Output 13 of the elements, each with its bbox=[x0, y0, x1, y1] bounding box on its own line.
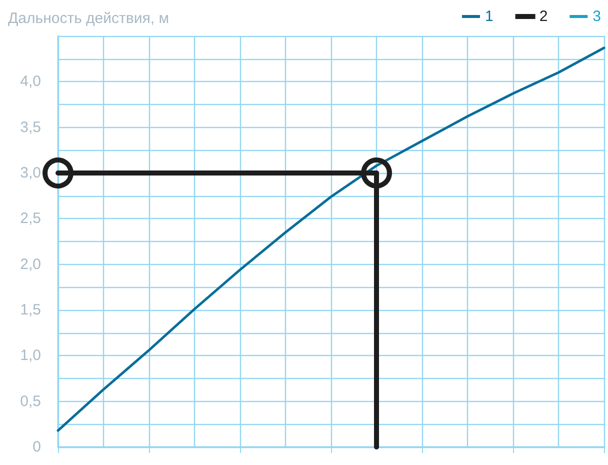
legend-label: 1 bbox=[484, 8, 494, 25]
y-tick-label: 1,5 bbox=[20, 302, 41, 318]
legend-label: 2 bbox=[539, 8, 548, 25]
y-tick-label: 0 bbox=[32, 438, 41, 456]
y-tick-label: 1,0 bbox=[20, 347, 41, 364]
y-tick-label: 0,5 bbox=[20, 392, 41, 410]
y-tick-label: 4,0 bbox=[20, 73, 41, 90]
legend-label: 3 bbox=[592, 8, 601, 25]
y-tick-label: 2,0 bbox=[20, 256, 41, 273]
y-tick-label: 2,5 bbox=[20, 210, 41, 228]
y-axis-title: Дальность действия, м bbox=[8, 10, 170, 27]
y-tick-label: 3,5 bbox=[20, 118, 41, 136]
y-tick-label: 3,0 bbox=[20, 164, 41, 182]
